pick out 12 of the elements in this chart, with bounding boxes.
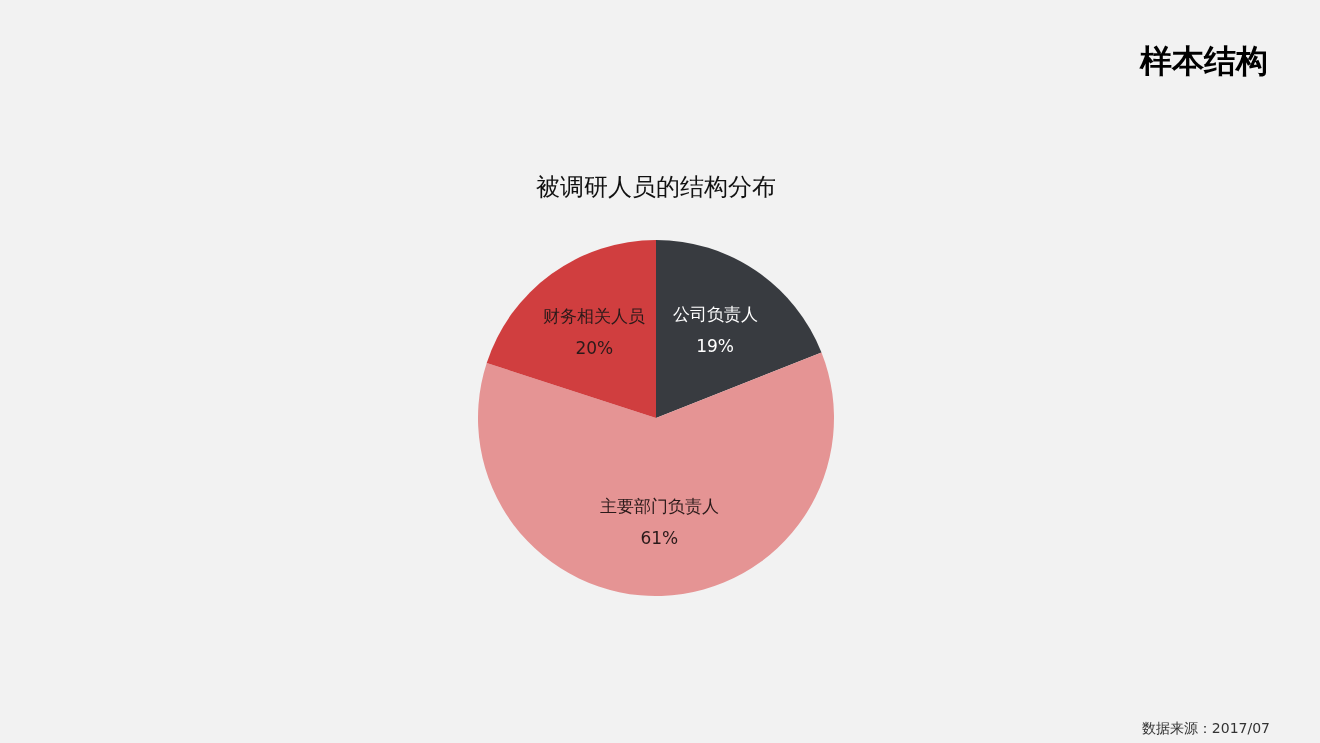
text: 样本结构 [1140, 41, 1268, 82]
data-label: 61% [640, 527, 679, 548]
slice-label: 公司负责人 [672, 304, 758, 325]
chart-title: 被调研人员的结构分布 [536, 173, 776, 201]
source-note: 数据来源：2017/07 [1141, 720, 1270, 738]
pie-slice [486, 240, 656, 418]
slice-label: 财务相关人员 [543, 306, 646, 327]
slice-label: 主要部门负责人 [599, 495, 719, 516]
pie-slice [656, 240, 822, 418]
data-label: 19% [696, 336, 734, 357]
pie-slice [478, 352, 834, 596]
data-label: 20% [575, 338, 614, 359]
